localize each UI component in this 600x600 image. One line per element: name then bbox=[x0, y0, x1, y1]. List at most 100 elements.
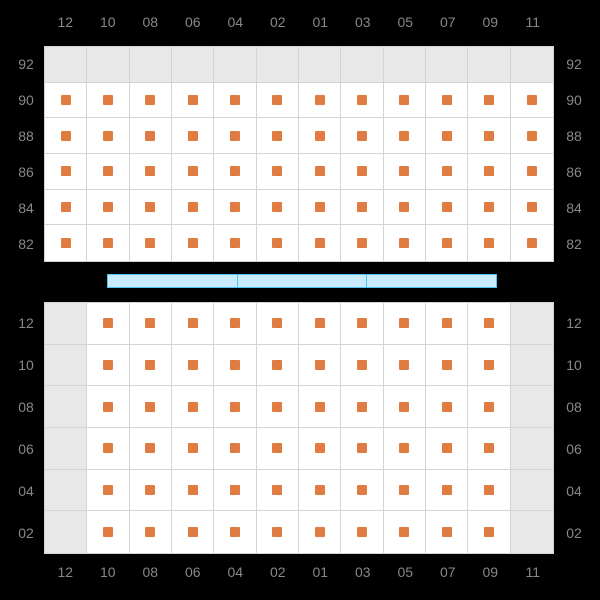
seat-cell[interactable] bbox=[299, 225, 341, 261]
seat-cell[interactable] bbox=[257, 428, 299, 470]
seat-cell[interactable] bbox=[214, 428, 256, 470]
seat-cell[interactable] bbox=[426, 386, 468, 428]
seat-cell[interactable] bbox=[426, 345, 468, 387]
seat-cell[interactable] bbox=[257, 303, 299, 345]
seat-cell[interactable] bbox=[299, 511, 341, 553]
seat-cell[interactable] bbox=[214, 470, 256, 512]
seat-cell[interactable] bbox=[130, 470, 172, 512]
seat-cell[interactable] bbox=[468, 428, 510, 470]
seat-cell[interactable] bbox=[511, 225, 553, 261]
seat-cell[interactable] bbox=[87, 225, 129, 261]
seat-cell[interactable] bbox=[341, 225, 383, 261]
seat-cell[interactable] bbox=[257, 118, 299, 154]
seat-cell[interactable] bbox=[299, 118, 341, 154]
seat-cell[interactable] bbox=[426, 470, 468, 512]
seat-cell[interactable] bbox=[130, 225, 172, 261]
seat-cell[interactable] bbox=[299, 428, 341, 470]
seat-cell[interactable] bbox=[257, 511, 299, 553]
seat-cell[interactable] bbox=[341, 190, 383, 226]
seat-cell[interactable] bbox=[130, 303, 172, 345]
seat-cell[interactable] bbox=[214, 511, 256, 553]
seat-cell[interactable] bbox=[87, 190, 129, 226]
seat-cell[interactable] bbox=[257, 83, 299, 119]
seat-cell[interactable] bbox=[384, 154, 426, 190]
seat-cell[interactable] bbox=[45, 225, 87, 261]
seat-cell[interactable] bbox=[214, 303, 256, 345]
seat-cell[interactable] bbox=[45, 83, 87, 119]
seat-cell[interactable] bbox=[511, 190, 553, 226]
seat-cell[interactable] bbox=[299, 190, 341, 226]
seat-cell[interactable] bbox=[384, 345, 426, 387]
seat-cell[interactable] bbox=[468, 470, 510, 512]
seat-cell[interactable] bbox=[341, 154, 383, 190]
seat-cell[interactable] bbox=[257, 345, 299, 387]
seat-cell[interactable] bbox=[426, 154, 468, 190]
seat-cell[interactable] bbox=[468, 190, 510, 226]
seat-cell[interactable] bbox=[87, 386, 129, 428]
seat-cell[interactable] bbox=[426, 511, 468, 553]
seat-cell[interactable] bbox=[384, 83, 426, 119]
seat-cell[interactable] bbox=[45, 118, 87, 154]
seat-cell[interactable] bbox=[257, 154, 299, 190]
seat-cell[interactable] bbox=[341, 345, 383, 387]
seat-cell[interactable] bbox=[130, 511, 172, 553]
seat-cell[interactable] bbox=[172, 511, 214, 553]
seat-cell[interactable] bbox=[214, 154, 256, 190]
seat-cell[interactable] bbox=[130, 190, 172, 226]
seat-cell[interactable] bbox=[426, 303, 468, 345]
seat-cell[interactable] bbox=[214, 118, 256, 154]
seat-cell[interactable] bbox=[468, 83, 510, 119]
seat-cell[interactable] bbox=[511, 154, 553, 190]
seat-cell[interactable] bbox=[130, 118, 172, 154]
seat-cell[interactable] bbox=[468, 154, 510, 190]
seat-cell[interactable] bbox=[341, 511, 383, 553]
seat-cell[interactable] bbox=[172, 303, 214, 345]
seat-cell[interactable] bbox=[426, 225, 468, 261]
seat-cell[interactable] bbox=[341, 303, 383, 345]
seat-cell[interactable] bbox=[384, 190, 426, 226]
seat-cell[interactable] bbox=[468, 511, 510, 553]
seat-cell[interactable] bbox=[299, 386, 341, 428]
seat-cell[interactable] bbox=[426, 428, 468, 470]
seat-cell[interactable] bbox=[426, 118, 468, 154]
seat-cell[interactable] bbox=[87, 83, 129, 119]
seat-cell[interactable] bbox=[384, 303, 426, 345]
seat-cell[interactable] bbox=[130, 386, 172, 428]
seat-cell[interactable] bbox=[299, 83, 341, 119]
seat-cell[interactable] bbox=[172, 225, 214, 261]
seat-cell[interactable] bbox=[341, 83, 383, 119]
seat-cell[interactable] bbox=[87, 118, 129, 154]
seat-cell[interactable] bbox=[130, 83, 172, 119]
seat-cell[interactable] bbox=[341, 428, 383, 470]
seat-cell[interactable] bbox=[87, 154, 129, 190]
seat-cell[interactable] bbox=[468, 118, 510, 154]
seat-cell[interactable] bbox=[468, 386, 510, 428]
seat-cell[interactable] bbox=[257, 190, 299, 226]
seat-cell[interactable] bbox=[87, 345, 129, 387]
seat-cell[interactable] bbox=[341, 470, 383, 512]
seat-cell[interactable] bbox=[87, 303, 129, 345]
seat-cell[interactable] bbox=[341, 118, 383, 154]
seat-cell[interactable] bbox=[299, 345, 341, 387]
seat-cell[interactable] bbox=[341, 386, 383, 428]
seat-cell[interactable] bbox=[384, 386, 426, 428]
seat-cell[interactable] bbox=[214, 225, 256, 261]
seat-cell[interactable] bbox=[172, 190, 214, 226]
seat-cell[interactable] bbox=[511, 118, 553, 154]
seat-cell[interactable] bbox=[426, 190, 468, 226]
seat-cell[interactable] bbox=[130, 428, 172, 470]
seat-cell[interactable] bbox=[45, 190, 87, 226]
seat-cell[interactable] bbox=[257, 470, 299, 512]
seat-cell[interactable] bbox=[384, 428, 426, 470]
seat-cell[interactable] bbox=[214, 386, 256, 428]
seat-cell[interactable] bbox=[172, 470, 214, 512]
seat-cell[interactable] bbox=[511, 83, 553, 119]
seat-cell[interactable] bbox=[384, 118, 426, 154]
seat-cell[interactable] bbox=[299, 154, 341, 190]
seat-cell[interactable] bbox=[468, 303, 510, 345]
seat-cell[interactable] bbox=[172, 118, 214, 154]
seat-cell[interactable] bbox=[87, 470, 129, 512]
seat-cell[interactable] bbox=[257, 225, 299, 261]
seat-cell[interactable] bbox=[214, 345, 256, 387]
seat-cell[interactable] bbox=[172, 83, 214, 119]
